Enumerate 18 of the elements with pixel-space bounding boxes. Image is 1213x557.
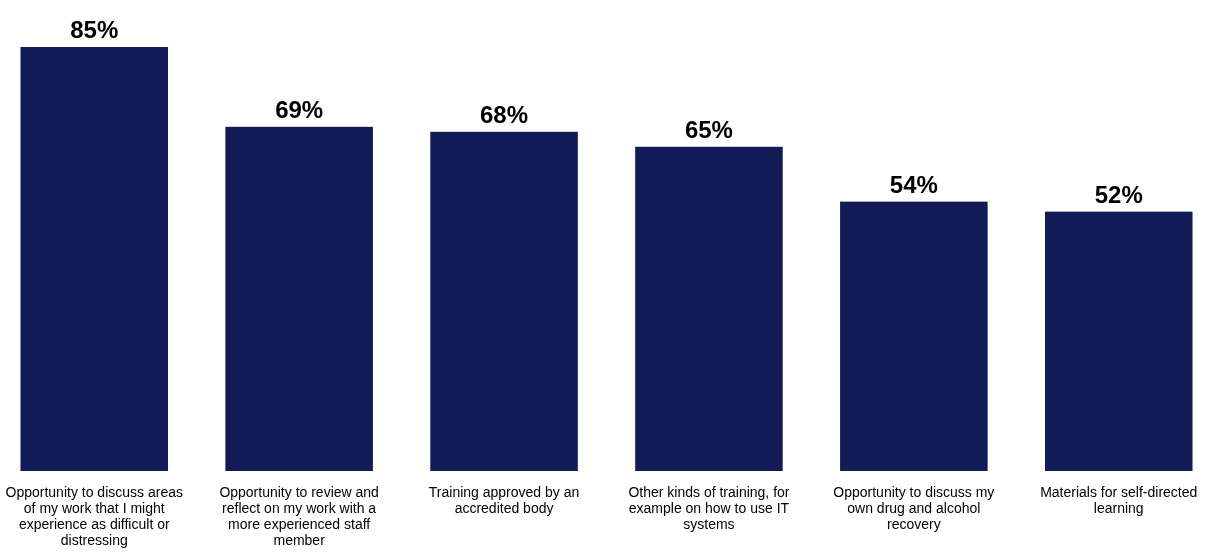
bar: [1044, 211, 1193, 471]
x-tick-label: Opportunity to discuss my own drug and alcohol recovery: [833, 484, 995, 532]
x-tick-label: Training approved by an accredited body: [428, 484, 580, 516]
bar: [840, 201, 988, 471]
data-label: 65%: [684, 115, 733, 143]
x-tick-label: Other kinds of training, for example on how to use IT systems: [628, 484, 790, 532]
data-label: 85%: [70, 16, 119, 43]
bar: [635, 146, 783, 471]
x-tick-label: Opportunity to review and reflect on my work with a more experienced staff member: [219, 484, 379, 548]
bar: [225, 126, 373, 471]
data-label: 68%: [480, 100, 529, 128]
bar: [20, 47, 169, 471]
x-tick-label: Opportunity to discuss areas of my work that I might experience as difficult or distressing: [5, 484, 183, 548]
x-tick-label: Materials for self-directed learning: [1040, 484, 1198, 516]
data-label: 52%: [1094, 180, 1143, 208]
data-label: 54%: [889, 170, 938, 198]
data-label: 69%: [275, 95, 324, 123]
bar: [430, 131, 578, 471]
